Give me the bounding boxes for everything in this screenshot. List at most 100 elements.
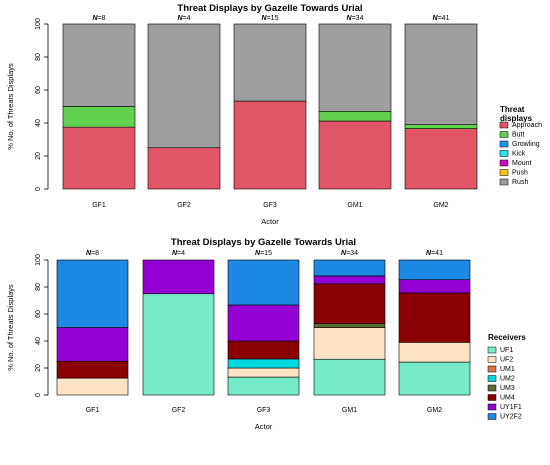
bar-segment-gf3-rush: [233, 23, 307, 102]
x-tick-label: GF2: [172, 407, 186, 414]
bar-segment-gm1-uf2: [313, 327, 386, 360]
legend-swatch: [487, 346, 497, 354]
bar-segment-gm2-approach: [404, 128, 478, 190]
legend-label: UF2: [500, 357, 513, 364]
n-label: N=34: [341, 250, 358, 257]
bar-segment-gm2-um4: [398, 292, 471, 343]
legend-swatch: [499, 178, 509, 186]
chart-title: Threat Displays by Gazelle Towards Urial: [177, 3, 362, 14]
y-tick-label: 20: [35, 152, 42, 160]
y-tick-label: 100: [35, 18, 42, 30]
bar-segment-gm1-uy1f1: [313, 275, 386, 285]
x-tick-label: GM2: [433, 202, 448, 209]
y-tick-label: 100: [35, 254, 42, 266]
legend-label: UY2F2: [500, 414, 522, 421]
chart-1: Threat Displays by Gazelle Towards Urial…: [6, 3, 542, 226]
x-tick-label: GF1: [92, 202, 106, 209]
legend-label: Approach: [512, 122, 542, 129]
y-tick-label: 60: [35, 86, 42, 94]
bar-segment-gm1-butt: [318, 110, 392, 122]
y-axis-label: % No. of Threats Displays: [6, 63, 15, 150]
legend-swatch: [499, 169, 509, 176]
chart-title: Threat Displays by Gazelle Towards Urial: [171, 237, 356, 248]
legend-label: UF1: [500, 347, 513, 354]
bar-segment-gf2-approach: [147, 147, 221, 190]
y-tick-label: 80: [35, 53, 42, 61]
bar-segment-gm2-rush: [404, 23, 478, 125]
x-tick-label: GM1: [342, 407, 357, 414]
legend-swatch: [499, 140, 509, 148]
x-tick-label: GF3: [257, 407, 271, 414]
y-tick-label: 60: [35, 310, 42, 318]
x-axis-label: Actor: [261, 217, 279, 226]
bar-segment-gm2-uf1: [398, 361, 471, 396]
legend-swatch: [487, 403, 497, 411]
legend-label: UY1F1: [500, 404, 522, 411]
legend-swatch: [487, 384, 497, 392]
bar-segment-gf3-uf2: [227, 367, 300, 378]
bar-segment-gm1-uf1: [313, 358, 386, 396]
n-label: N=4: [172, 250, 185, 257]
y-tick-label: 40: [35, 119, 42, 127]
y-tick-label: 0: [35, 187, 42, 191]
bar-segment-gm1-approach: [318, 120, 392, 190]
legend-swatch: [499, 150, 509, 157]
n-label: N=8: [86, 250, 99, 257]
y-tick-label: 20: [35, 364, 42, 372]
x-tick-label: GM1: [347, 202, 362, 209]
bar-segment-gf3-uy1f1: [227, 304, 300, 342]
bar-segment-gf1-uf2: [56, 377, 129, 396]
n-label: N=15: [262, 15, 279, 22]
x-tick-label: GF2: [177, 202, 191, 209]
bar-segment-gm2-uy1f1: [398, 279, 471, 294]
bar-segment-gm1-rush: [318, 23, 392, 112]
legend-label: Growling: [512, 141, 540, 148]
n-label: N=4: [177, 15, 190, 22]
bar-segment-gf1-butt: [62, 106, 136, 128]
legend-title: displays: [500, 114, 533, 123]
legend-swatch: [487, 394, 497, 401]
legend: Receivers UF1 UF2 UM1 UM2 UM3 UM4 UY1F1 UY2F2: [487, 333, 526, 421]
bar-segment-gf2-uf1: [142, 293, 215, 396]
legend-label: UM2: [500, 376, 515, 383]
bar-segment-gf1-uy2f2: [56, 259, 129, 328]
bar-segment-gm2-butt: [404, 124, 478, 129]
x-tick-label: GF3: [263, 202, 277, 209]
bar-segment-gm1-uy2f2: [313, 259, 386, 277]
bar-segment-gf3-uf1: [227, 376, 300, 396]
legend-label: Rush: [512, 179, 528, 186]
n-label: N=41: [426, 250, 443, 257]
y-tick-label: 80: [35, 283, 42, 291]
legend-swatch: [487, 375, 497, 382]
legend-swatch: [487, 413, 497, 420]
n-label: N=8: [92, 15, 105, 22]
bar-segment-gf1-uy1f1: [56, 327, 129, 362]
y-tick-label: 0: [35, 393, 42, 397]
x-tick-label: GF1: [86, 407, 100, 414]
bar-segment-gm1-um3: [313, 323, 386, 328]
legend-label: Kick: [512, 151, 526, 158]
bar-segment-gf3-approach: [233, 100, 307, 190]
legend-swatch: [487, 365, 497, 373]
bar-segment-gf2-uy1f1: [142, 259, 215, 295]
bar-segment-gm1-um4: [313, 283, 386, 324]
chart-2: Threat Displays by Gazelle Towards Urial…: [6, 237, 526, 431]
legend-label: UM4: [500, 395, 515, 402]
legend-label: UM1: [500, 366, 515, 373]
bar-segment-gf1-rush: [62, 23, 136, 107]
bar-segment-gf3-um4: [227, 340, 300, 360]
legend-swatch: [499, 121, 509, 129]
legend-swatch: [499, 159, 509, 167]
legend-label: Butt: [512, 132, 525, 139]
legend-label: UM3: [500, 385, 515, 392]
legend-swatch: [499, 131, 509, 138]
n-label: N=34: [347, 15, 364, 22]
n-label: N=15: [255, 250, 272, 257]
legend-label: Push: [512, 170, 528, 177]
legend-swatch: [487, 356, 497, 363]
x-tick-label: GM2: [427, 407, 442, 414]
legend-title: Threat: [500, 105, 525, 114]
bar-segment-gf3-uy2f2: [227, 259, 300, 306]
